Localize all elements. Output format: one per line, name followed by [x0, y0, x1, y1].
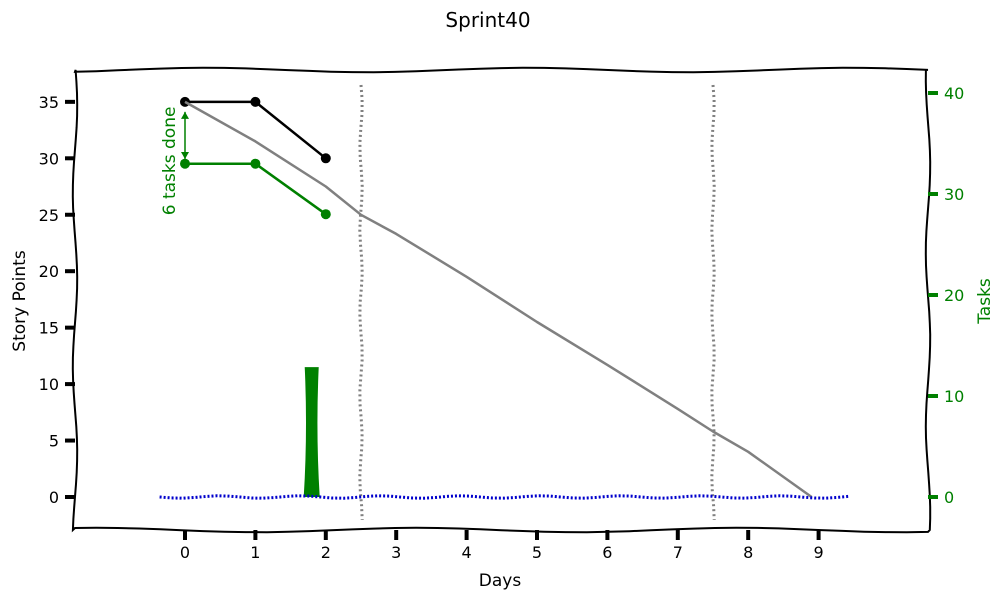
x-tick-label: 1	[250, 543, 260, 562]
series-point	[250, 158, 261, 169]
y-axis-label: Story Points	[10, 250, 30, 352]
x-tick-label: 8	[743, 543, 753, 562]
x-tick-label: 6	[602, 543, 612, 562]
y-tick-label: 0	[49, 488, 59, 507]
series-point	[180, 158, 190, 169]
series-point	[180, 96, 190, 107]
series-line	[185, 162, 327, 216]
y2-tick-label: 20	[944, 286, 964, 305]
y-tick-label: 20	[39, 262, 59, 281]
x-axis-label: Days	[479, 571, 522, 591]
sprint-boundary-line	[358, 84, 364, 521]
x-tick-label: 9	[814, 543, 824, 562]
x-tick-label: 5	[532, 543, 542, 562]
baseline-line	[159, 494, 850, 500]
x-tick-label: 4	[462, 543, 472, 562]
annotation-arrow-head	[181, 111, 189, 119]
series-point	[320, 209, 331, 220]
series-line	[185, 100, 327, 160]
y2-tick-label: 40	[944, 84, 964, 103]
series-point	[250, 96, 261, 107]
sprint-boundary-line	[710, 84, 716, 521]
y-tick-label: 5	[49, 432, 59, 451]
y2-tick-label: 30	[944, 185, 964, 204]
x-tick-label: 0	[180, 543, 190, 562]
annotation-label: 6 tasks done	[160, 107, 180, 216]
ideal-line	[184, 100, 813, 499]
chart-title: Sprint40	[445, 8, 530, 32]
y-tick-label: 30	[39, 149, 59, 168]
plot-frame	[71, 66, 932, 534]
bar	[303, 367, 320, 497]
x-tick-label: 3	[391, 543, 401, 562]
y2-tick-label: 10	[944, 387, 964, 406]
y-tick-label: 35	[39, 93, 59, 112]
y2-tick-label: 0	[944, 488, 954, 507]
series-point	[320, 153, 331, 164]
x-tick-label: 2	[321, 543, 331, 562]
y2-axis-label: Tasks	[975, 278, 995, 325]
chart-marks: 0 1 2 3 4 5 6 7 8 9 0 5 10 15 20 25 30 35 0 10 20 30 40	[39, 84, 965, 562]
y-tick-label: 10	[39, 375, 59, 394]
annotation-arrow-head	[181, 151, 189, 159]
x-tick-label: 7	[673, 543, 683, 562]
y-tick-label: 25	[39, 206, 59, 225]
y-tick-label: 15	[39, 319, 59, 338]
